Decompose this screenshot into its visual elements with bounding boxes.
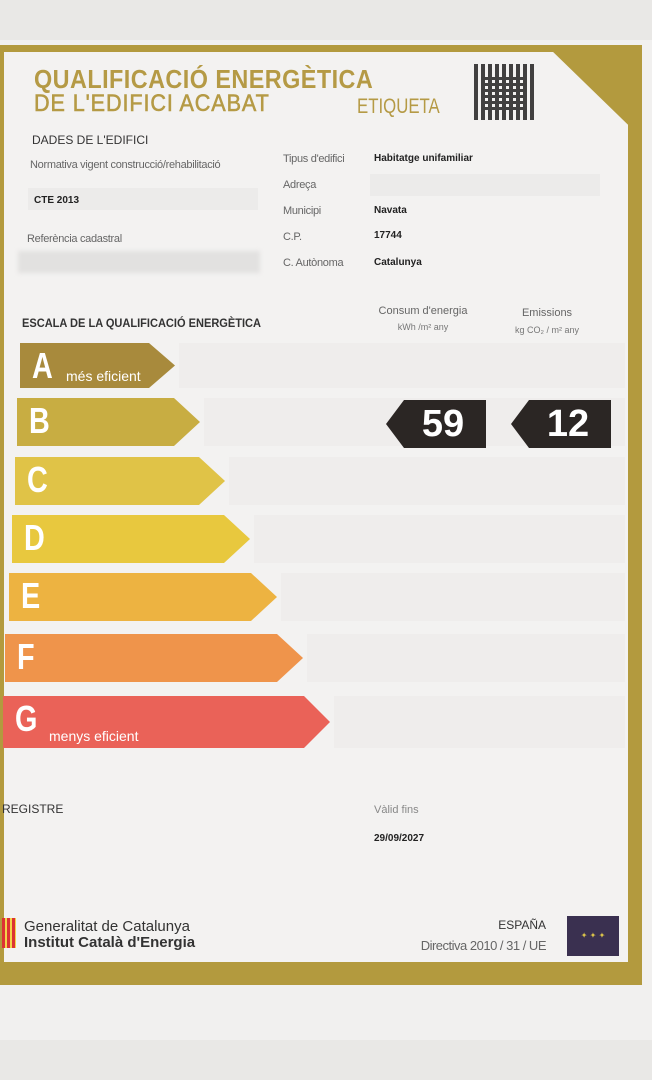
emissions-rating-tag: 12: [511, 400, 611, 448]
energy-class-bar-c: C: [15, 457, 225, 505]
field-value-cp: 17744: [374, 230, 402, 241]
section-title-building: DADES DE L'EDIFICI: [32, 133, 149, 147]
scale-row-background: [281, 573, 625, 621]
energy-class-letter: A: [32, 345, 53, 386]
normativa-field: [28, 188, 258, 210]
org-name-1: Generalitat de Catalunya: [24, 918, 190, 935]
emissions-label: Emissions: [521, 307, 573, 319]
scale-row-background: [229, 457, 625, 505]
country-label: ESPAÑA: [498, 918, 546, 932]
etiqueta-label: ETIQUETA: [357, 95, 440, 118]
energy-class-bar-d: D: [12, 515, 250, 563]
referencia-field-blurred: [18, 251, 260, 273]
energy-class-caption: menys eficient: [49, 728, 139, 744]
energy-class-letter: F: [17, 636, 35, 677]
valid-value: 29/09/2027: [374, 833, 425, 844]
directive-label: Directiva 2010 / 31 / UE: [420, 938, 547, 953]
energy-class-bar-f: F: [5, 634, 303, 682]
valid-label: Vàlid fins: [374, 804, 419, 816]
field-label-cp: C.P.: [283, 231, 302, 243]
org-name-2: Institut Català d'Energia: [24, 934, 196, 951]
field-value-municipi: Navata: [374, 205, 407, 216]
qr-code-icon: [474, 64, 534, 120]
energy-class-caption: més eficient: [66, 368, 141, 384]
scale-row-background: [179, 343, 625, 388]
emissions-unit: kg CO₂ / m² any: [514, 325, 579, 335]
consum-label: Consum d'energia: [378, 305, 468, 317]
field-label-municipi: Municipi: [283, 205, 321, 217]
field-value-adreca: [370, 174, 600, 196]
scale-row-background: [334, 696, 625, 748]
consum-unit: kWh /m² any: [397, 322, 449, 332]
energy-class-letter: B: [29, 400, 50, 441]
energy-class-bar-e: E: [9, 573, 277, 621]
consum-rating-tag: 59: [386, 400, 486, 448]
energy-class-letter: D: [24, 517, 45, 558]
energy-class-letter: E: [21, 575, 41, 616]
title-line1: QUALIFICACIÓ ENERGÈTICA: [34, 64, 374, 94]
energy-class-letter: C: [27, 459, 48, 500]
field-value-tipus: Habitatge unifamiliar: [374, 153, 473, 164]
energy-class-letter: G: [15, 698, 38, 739]
normativa-value: CTE 2013: [34, 195, 80, 206]
eu-flag-icon: ✦ ✦ ✦: [567, 916, 619, 956]
scale-row-background: [254, 515, 625, 563]
field-label-autonoma: C. Autònoma: [283, 257, 344, 269]
energy-class-bar-b: B: [17, 398, 200, 446]
scale-row-background: [307, 634, 625, 682]
title-line2: DE L'EDIFICI ACABAT: [34, 90, 270, 117]
scale-title: ESCALA DE LA QUALIFICACIÓ ENERGÈTICA: [22, 316, 261, 330]
field-label-tipus: Tipus d'edifici: [283, 153, 345, 165]
normativa-label: Normativa vigent construcció/rehabilitac…: [30, 159, 221, 171]
referencia-label: Referència cadastral: [27, 233, 122, 245]
field-value-autonoma: Catalunya: [374, 257, 422, 268]
field-label-adreca: Adreça: [283, 179, 317, 191]
registre-label: REGISTRE: [2, 802, 64, 816]
generalitat-logo-icon: [2, 918, 16, 948]
